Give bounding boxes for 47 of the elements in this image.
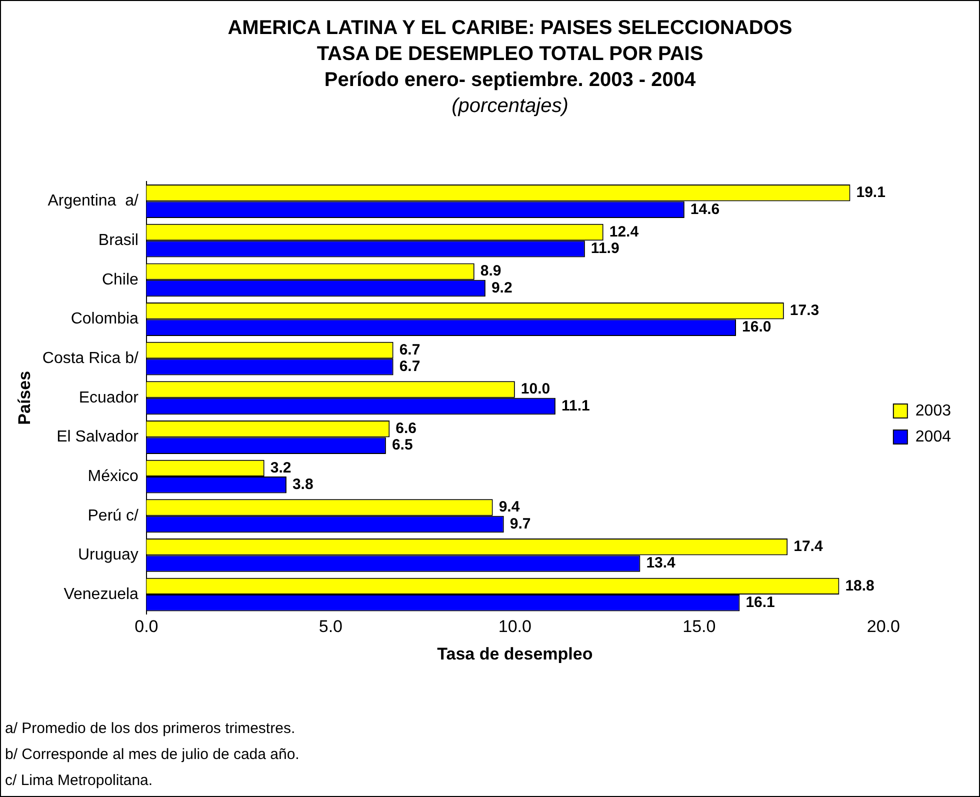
data-label: 11.1: [561, 397, 590, 414]
text: c/ Lima Metropolitana.: [5, 771, 154, 791]
data-label: 19.1: [856, 184, 886, 202]
x-tick-label: 10.0: [498, 617, 532, 636]
text: a/ Promedio de los dos primeros trimestres.: [5, 719, 296, 739]
data-label: 16.1: [746, 594, 775, 612]
data-label: 9.2: [491, 279, 512, 296]
data-label: 12.4: [609, 223, 640, 240]
x-tick-label: 5.0: [318, 617, 342, 636]
y-tick-label: Venezuela: [64, 586, 139, 603]
y-tick-label: Colombia: [70, 310, 139, 328]
data-label: 10.0: [520, 380, 550, 398]
data-label: 3.2: [270, 459, 292, 476]
x-axis-title: Tasa de desempleo: [437, 644, 593, 664]
text: b/ Corresponde al mes de julio de cada año.: [5, 745, 300, 765]
data-label: 6.7: [399, 358, 420, 376]
y-axis-title: Países: [14, 370, 34, 425]
data-label: 14.6: [690, 200, 720, 218]
data-label: 13.4: [646, 554, 676, 572]
data-label: 17.4: [794, 538, 824, 555]
legend-label: 2003: [915, 402, 952, 420]
data-label: 17.3: [790, 302, 820, 320]
y-tick-label: Argentina a/: [48, 192, 139, 210]
chart-title: AMERICA LATINA Y EL CARIBE: PAISES SELECCIONADOS TASA DE DESEMPLEO TOTAL POR PAIS Período enero- septiembre. 2003 - 2004: [226, 16, 794, 93]
y-tick-label: Perú c/: [88, 507, 139, 524]
y-tick-label: Uruguay: [78, 546, 138, 564]
y-tick-label: México: [88, 468, 139, 485]
chart-subtitle: (porcentajes): [450, 94, 570, 119]
y-tick-label: Chile: [102, 271, 139, 288]
data-label: 6.6: [396, 420, 416, 438]
y-tick-label: Brasil: [98, 232, 138, 249]
data-label: 16.0: [742, 318, 772, 336]
data-label: 9.4: [498, 498, 520, 516]
data-label: 6.7: [399, 341, 420, 358]
y-tick-label: Ecuador: [78, 389, 140, 406]
legend-label: 2004: [915, 428, 952, 446]
data-label: 18.8: [845, 577, 874, 594]
data-label: 9.7: [510, 515, 531, 532]
x-tick-label: 0.0: [134, 617, 158, 636]
y-tick-label: El Salvador: [56, 428, 140, 446]
data-label: 3.8: [292, 476, 314, 494]
x-tick-label: 15.0: [682, 617, 716, 636]
data-label: 11.9: [590, 240, 620, 258]
data-label: 6.5: [392, 436, 413, 454]
data-label: 8.9: [480, 262, 502, 280]
x-tick-label: 20.0: [866, 617, 900, 636]
y-tick-label: Costa Rica b/: [42, 350, 139, 367]
